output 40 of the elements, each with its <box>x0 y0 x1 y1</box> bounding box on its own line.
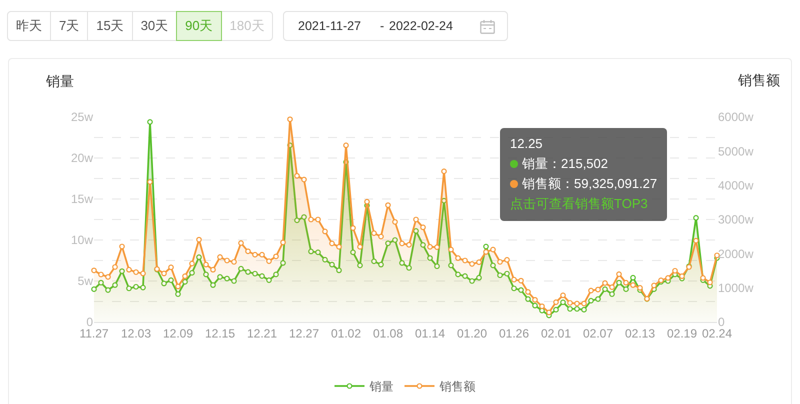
y2-tick-label: 5000w <box>718 144 754 158</box>
y-tick-label: 20w <box>70 151 94 166</box>
y2-tick-label: 6000w <box>718 110 754 124</box>
x-tick-label: 12.15 <box>204 326 236 340</box>
y2-tick-label: 3000w <box>718 212 754 227</box>
period-button: 90天 <box>176 11 222 41</box>
x-tick-label: 01.26 <box>498 326 530 340</box>
x-tick-label: 12.27 <box>288 326 320 340</box>
x-tick-label: 01.20 <box>456 326 488 340</box>
y-tick-label: 25w <box>70 110 94 124</box>
annotation: 12.25 <box>510 135 543 153</box>
y-tick-label: 10w <box>70 233 94 248</box>
y2-tick-label: 4000w <box>718 178 754 193</box>
x-tick-label: 01.02 <box>330 326 362 340</box>
x-tick-label: 12.03 <box>120 326 152 340</box>
y-tick-label: 5w <box>78 274 94 288</box>
annotation: 销量：215,502 <box>522 155 608 173</box>
date-range-field: 2021-11-27 - 2022-02-24 <box>283 11 508 41</box>
y-axis-title: 销量 <box>45 73 74 89</box>
x-tick-label: 01.08 <box>372 326 404 340</box>
period-button: 180天 <box>220 11 274 41</box>
period-button: 7天 <box>50 11 88 41</box>
x-tick-label: 02.01 <box>540 326 572 340</box>
annotation: 点击可查看销售额TOP3 <box>510 195 648 213</box>
x-tick-label: 02.19 <box>666 326 698 340</box>
x-tick-label: 02.13 <box>624 326 656 340</box>
y2-axis-title: 销售额 <box>737 72 780 88</box>
period-button: 30天 <box>132 11 178 41</box>
legend-label: 销售额 <box>438 380 476 394</box>
x-tick-label: 01.14 <box>414 326 446 340</box>
annotation: 销售额：59,325,091.27 <box>522 175 658 193</box>
x-tick-label: 12.21 <box>246 326 278 340</box>
legend-label: 销量 <box>368 380 394 394</box>
period-button: 昨天 <box>7 11 51 41</box>
y2-tick-label: 2000w <box>718 246 754 261</box>
period-button: 15天 <box>87 11 133 41</box>
x-tick-label: 02.07 <box>582 326 614 340</box>
x-tick-label: 12.09 <box>162 326 194 340</box>
y-tick-label: 15w <box>70 192 94 206</box>
y2-tick-label: 1000w <box>718 281 754 296</box>
